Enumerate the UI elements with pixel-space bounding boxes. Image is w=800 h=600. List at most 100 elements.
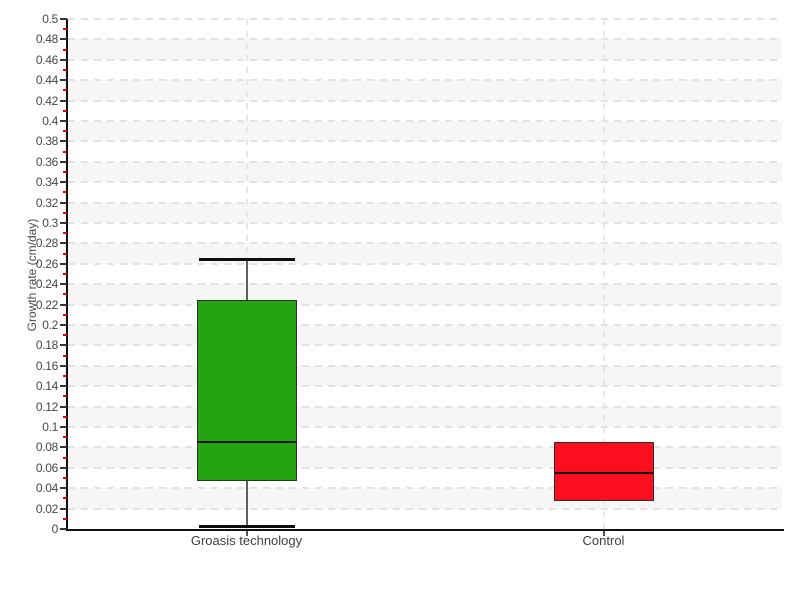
y-minor-tick [63, 232, 67, 235]
whisker-cap-max [198, 257, 295, 261]
y-minor-tick [63, 313, 67, 316]
plot-band [68, 80, 782, 101]
h-gridline [68, 507, 782, 510]
box-iqr [196, 299, 297, 482]
plot-band [68, 447, 782, 468]
x-category-label: Groasis technology [190, 533, 303, 548]
y-minor-tick [63, 395, 67, 398]
plot-band [68, 202, 782, 223]
h-gridline [68, 426, 782, 428]
h-gridline [68, 385, 782, 388]
h-gridline [68, 303, 782, 306]
y-major-tick [60, 181, 67, 184]
y-tick-label: 0.18 [35, 338, 58, 353]
median-line [197, 441, 296, 444]
y-minor-tick [63, 252, 67, 255]
y-minor-tick [63, 334, 67, 337]
y-major-tick [60, 364, 67, 367]
y-major-tick [60, 222, 67, 224]
y-minor-tick [63, 109, 67, 112]
y-minor-tick [63, 354, 67, 357]
y-major-tick [60, 18, 67, 20]
plot-band [68, 305, 782, 325]
v-gridline [602, 19, 605, 529]
y-major-tick [60, 58, 67, 61]
y-major-tick [60, 405, 67, 408]
y-tick-label: 0.1 [42, 420, 58, 434]
plot-band [68, 406, 782, 427]
box-iqr [553, 442, 654, 502]
y-tick-label: 0.26 [35, 256, 58, 271]
y-major-tick [60, 487, 67, 490]
plot-band [68, 101, 782, 121]
plot-band [68, 509, 782, 529]
y-tick-label: 0.14 [35, 379, 58, 394]
median-line [554, 471, 653, 474]
plot-band [68, 121, 782, 142]
y-tick-label: 0.22 [35, 297, 58, 312]
y-major-tick [60, 528, 67, 530]
h-gridline [68, 181, 782, 184]
y-tick-label: 0.32 [35, 195, 58, 210]
y-minor-tick [63, 517, 67, 520]
y-tick-label: 0.38 [35, 134, 58, 149]
plot-band [68, 223, 782, 243]
x-axis-line [66, 529, 784, 531]
plot-band [68, 488, 782, 509]
h-gridline [68, 487, 782, 490]
y-minor-tick [63, 191, 67, 194]
y-minor-tick [63, 456, 67, 459]
y-tick-label: 0.02 [35, 501, 58, 516]
y-tick-label: 0.48 [35, 32, 58, 47]
h-gridline [68, 140, 782, 143]
plot-band [68, 264, 782, 284]
h-gridline [68, 324, 782, 326]
h-gridline [68, 364, 782, 367]
y-tick-label: 0.44 [35, 73, 58, 88]
y-major-tick [60, 160, 67, 163]
y-minor-tick [63, 415, 67, 418]
y-tick-label: 0.24 [35, 277, 58, 292]
y-tick-label: 0.3 [42, 216, 58, 230]
y-minor-tick [63, 28, 67, 31]
plot-area [68, 18, 782, 529]
y-tick-label: 0.46 [35, 52, 58, 67]
plot-band [68, 365, 782, 387]
y-major-tick [60, 140, 67, 143]
h-gridline [68, 446, 782, 449]
y-tick-label: 0.36 [35, 154, 58, 169]
y-minor-tick [63, 497, 67, 500]
y-major-tick [60, 242, 67, 245]
h-gridline [68, 160, 782, 163]
y-tick-label: 0.28 [35, 236, 58, 251]
y-major-tick [60, 426, 67, 428]
y-minor-tick [63, 171, 67, 173]
h-gridline [68, 466, 782, 469]
h-gridline [68, 222, 782, 224]
y-tick-label: 0.2 [42, 318, 58, 332]
y-tick-label: 0.4 [42, 114, 58, 128]
y-major-tick [60, 120, 67, 122]
y-tick-label: 0.04 [35, 481, 58, 496]
plot-band [68, 345, 782, 365]
y-minor-tick [63, 89, 67, 92]
y-major-tick [60, 466, 67, 469]
plot-band [68, 427, 782, 447]
h-gridline [68, 38, 782, 41]
h-gridline [68, 344, 782, 347]
plot-band [68, 19, 782, 39]
y-minor-tick [63, 48, 67, 51]
plot-band [68, 325, 782, 346]
h-gridline [68, 79, 782, 82]
y-minor-tick [63, 150, 67, 153]
h-gridline [68, 242, 782, 245]
h-gridline [68, 283, 782, 286]
y-minor-tick [63, 273, 67, 275]
plot-band [68, 386, 782, 406]
y-tick-label: 0.5 [42, 12, 58, 26]
y-tick-label: 0.06 [35, 460, 58, 475]
y-major-tick [60, 38, 67, 41]
y-minor-tick [63, 477, 67, 479]
y-tick-label: 0 [51, 522, 59, 536]
y-major-tick [60, 344, 67, 347]
